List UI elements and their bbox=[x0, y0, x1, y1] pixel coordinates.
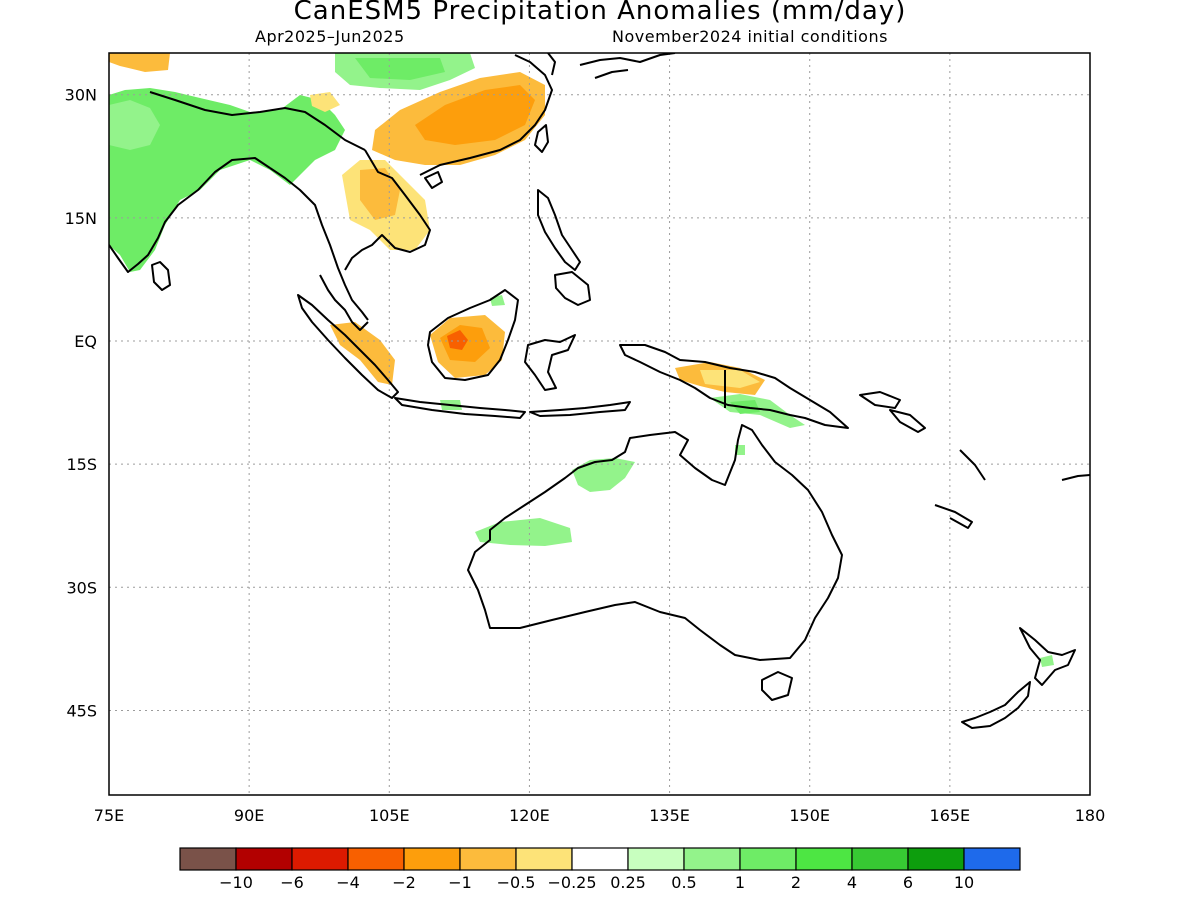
colorbar-swatch bbox=[235, 847, 293, 871]
lon-tick-label: 75E bbox=[94, 806, 124, 825]
lat-tick-label: 30N bbox=[65, 86, 97, 105]
colorbar-label: 0.5 bbox=[671, 873, 696, 892]
colorbar-label: −1 bbox=[448, 873, 472, 892]
coast-australia bbox=[467, 424, 843, 661]
coast-india bbox=[109, 157, 271, 273]
colorbar-label: −0.25 bbox=[547, 873, 596, 892]
map-frame bbox=[108, 52, 1091, 796]
colorbar-swatch bbox=[739, 847, 797, 871]
colorbar-label: −10 bbox=[219, 873, 253, 892]
coast-philippines-luzon bbox=[537, 189, 581, 271]
map-gridlines bbox=[109, 53, 1090, 795]
lon-tick-label: 135E bbox=[649, 806, 690, 825]
coast-tasmania bbox=[761, 671, 793, 701]
coast-sumatra bbox=[297, 294, 399, 399]
colorbar-swatch bbox=[851, 847, 909, 871]
coast-solomon bbox=[889, 409, 926, 433]
latitude-axis: 30N 15N EQ 15S 30S 45S bbox=[65, 86, 97, 721]
coast-java bbox=[394, 397, 526, 419]
forecast-period: Apr2025–Jun2025 bbox=[255, 27, 405, 46]
anomaly-nw-dry bbox=[109, 53, 170, 72]
colorbar-label: −4 bbox=[336, 873, 360, 892]
longitude-axis: 75E 90E 105E 120E 135E 150E 165E 180 bbox=[94, 806, 1106, 825]
coast-philippines-mindanao bbox=[554, 271, 591, 306]
anomaly-west-australia bbox=[475, 518, 572, 546]
colorbar-label: 4 bbox=[847, 873, 857, 892]
coast-japan bbox=[579, 53, 676, 79]
colorbar-swatch bbox=[627, 847, 685, 871]
colorbar-swatch bbox=[795, 847, 853, 871]
lon-tick-label: 150E bbox=[789, 806, 830, 825]
colorbar-label: 2 bbox=[791, 873, 801, 892]
anomaly-new-guinea-pale bbox=[700, 370, 760, 388]
coast-hainan bbox=[424, 171, 443, 189]
coast-nz-south bbox=[961, 681, 1031, 729]
lon-tick-label: 180 bbox=[1075, 806, 1106, 825]
lat-tick-label: 30S bbox=[66, 578, 97, 597]
map-title: CanESM5 Precipitation Anomalies (mm/day) bbox=[293, 0, 907, 26]
initial-conditions: November2024 initial conditions bbox=[612, 27, 888, 46]
coast-lesser-sunda bbox=[529, 401, 631, 417]
anomaly-small-wet-1 bbox=[490, 295, 505, 306]
coast-new-britain bbox=[859, 391, 901, 409]
colorbar-label: −2 bbox=[392, 873, 416, 892]
coast-malay-peninsula bbox=[319, 274, 369, 331]
anomaly-india bbox=[109, 88, 345, 272]
anomaly-india-light bbox=[109, 100, 160, 150]
colorbar-label: 10 bbox=[954, 873, 974, 892]
coast-south-china bbox=[419, 54, 553, 176]
coast-sri-lanka bbox=[151, 261, 171, 291]
colorbar-label: 0.25 bbox=[610, 873, 646, 892]
anomaly-south-china-core bbox=[415, 85, 535, 145]
colorbar-labels: −10 −6 −4 −2 −1 −0.5 −0.25 0.25 0.5 1 2 4 6 10 bbox=[219, 873, 974, 892]
colorbar-label: 1 bbox=[735, 873, 745, 892]
anomaly-dry-small bbox=[310, 92, 340, 112]
anomaly-shading bbox=[109, 53, 1054, 667]
anomaly-tibet-inner bbox=[355, 58, 445, 80]
colorbar-swatch bbox=[291, 847, 349, 871]
anomaly-small-wet-3 bbox=[1040, 655, 1054, 667]
colorbar-swatch bbox=[347, 847, 405, 871]
lon-tick-label: 120E bbox=[509, 806, 550, 825]
lat-tick-label: 15N bbox=[65, 209, 97, 228]
lon-tick-label: 105E bbox=[369, 806, 410, 825]
colorbar-swatch bbox=[459, 847, 517, 871]
colorbar-swatch bbox=[963, 847, 1021, 871]
coastlines bbox=[109, 53, 1090, 729]
lat-tick-label: EQ bbox=[74, 332, 97, 351]
lat-tick-label: 45S bbox=[66, 701, 97, 720]
colorbar bbox=[179, 847, 1021, 871]
coast-nz-north bbox=[1019, 627, 1076, 686]
coast-new-guinea bbox=[619, 344, 849, 429]
coast-korea bbox=[547, 53, 556, 76]
lon-tick-label: 90E bbox=[234, 806, 264, 825]
colorbar-swatch bbox=[683, 847, 741, 871]
coast-indochina bbox=[344, 149, 431, 271]
colorbar-swatch bbox=[515, 847, 573, 871]
coast-borneo bbox=[427, 289, 519, 381]
colorbar-label: 6 bbox=[903, 873, 913, 892]
coast-himalaya-border bbox=[149, 91, 366, 151]
anomaly-north-australia bbox=[572, 458, 635, 492]
colorbar-swatch bbox=[179, 847, 237, 871]
colorbar-swatch bbox=[571, 847, 629, 871]
coast-taiwan bbox=[534, 124, 549, 153]
anomaly-borneo-peak bbox=[447, 330, 468, 350]
anomaly-indochina-core bbox=[360, 168, 400, 220]
lon-tick-label: 165E bbox=[930, 806, 971, 825]
lat-tick-label: 15S bbox=[66, 455, 97, 474]
coast-bay-of-bengal-east bbox=[269, 167, 369, 321]
coast-sulawesi bbox=[524, 334, 576, 391]
colorbar-label: −6 bbox=[280, 873, 304, 892]
coast-pacific-islands bbox=[934, 449, 1090, 529]
colorbar-label: −0.5 bbox=[497, 873, 536, 892]
colorbar-swatch bbox=[907, 847, 965, 871]
colorbar-swatch bbox=[403, 847, 461, 871]
